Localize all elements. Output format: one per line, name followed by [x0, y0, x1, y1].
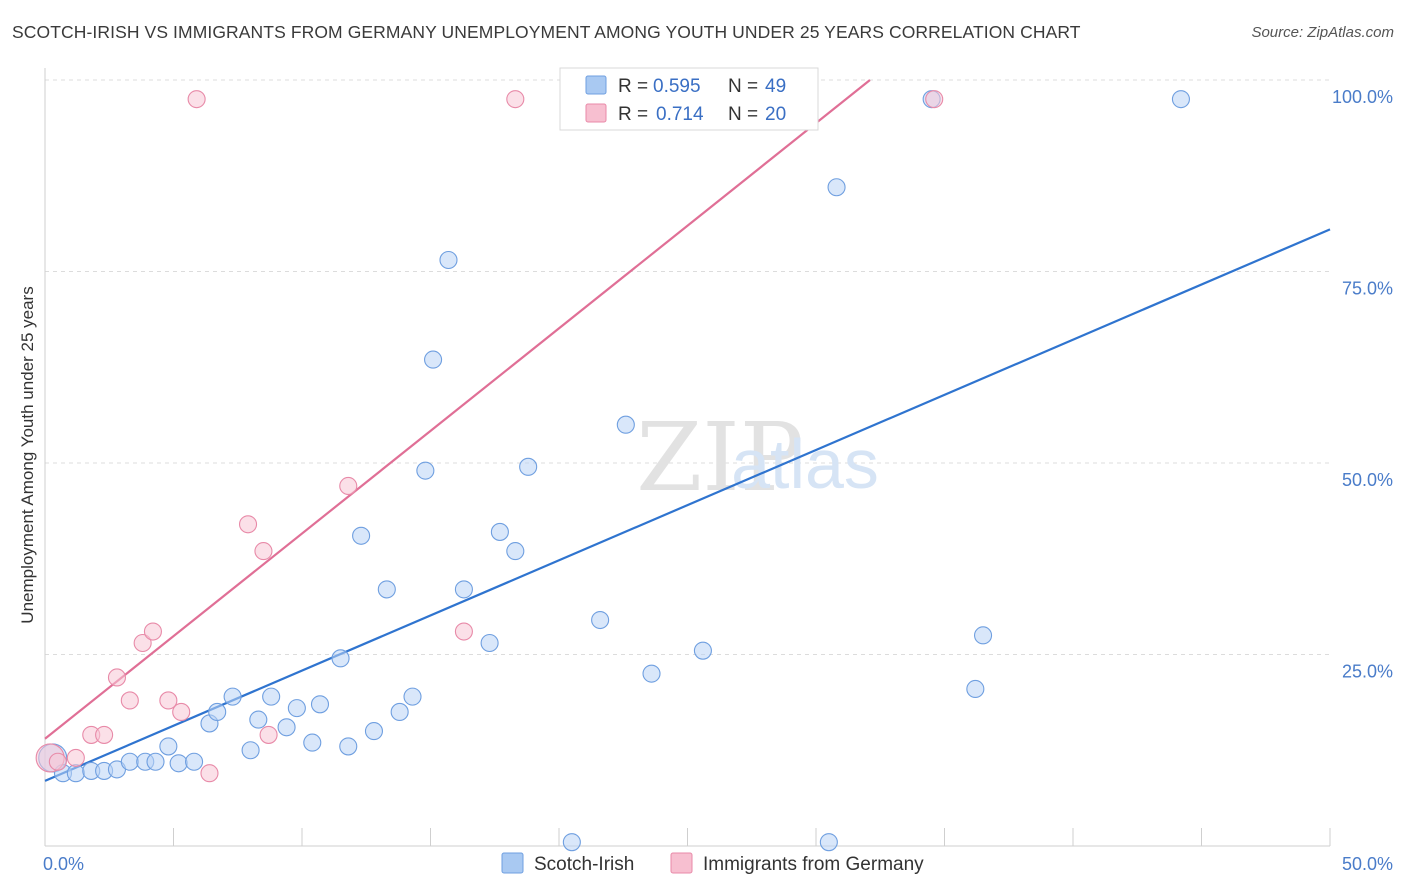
point-scotch-irish-43: [819, 833, 838, 852]
y-tick-labels: 25.0% 50.0% 75.0% 100.0%: [1332, 87, 1393, 682]
point-scotch-irish-42: [693, 641, 712, 660]
point-scotch-irish-2: [66, 764, 85, 783]
point-germany-16: [454, 622, 473, 641]
point-germany-15: [339, 476, 358, 496]
point-scotch-irish-34: [490, 522, 509, 541]
point-scotch-irish-9: [159, 737, 178, 756]
point-germany-17: [506, 90, 525, 109]
point-germany-1: [66, 748, 85, 767]
point-scotch-irish-37: [562, 833, 581, 852]
point-scotch-irish-46: [966, 679, 985, 699]
chart-title: SCOTCH-IRISH VS IMMIGRANTS FROM GERMANY …: [12, 22, 1081, 42]
point-germany-6: [133, 633, 152, 653]
source-credit: Source: ZipAtlas.com: [1251, 24, 1394, 41]
legend: R = 0.595 N = 49 R = 0.714 N = 20: [559, 67, 819, 131]
x-tick-label-0: 0.0%: [43, 854, 84, 874]
point-scotch-irish-16: [249, 710, 268, 729]
grid-lines: [45, 79, 1330, 655]
data-points: [35, 90, 1190, 852]
legend-n-label-1: N =: [728, 104, 758, 125]
point-scotch-irish-14: [223, 687, 242, 706]
point-germany-7: [143, 622, 162, 641]
point-germany-5: [120, 691, 139, 710]
axes: [44, 68, 1331, 847]
point-scotch-irish-44: [827, 178, 846, 197]
point-scotch-irish-18: [277, 718, 296, 737]
point-germany-10: [187, 90, 206, 109]
point-germany-3: [95, 725, 114, 744]
point-scotch-irish-47: [973, 626, 993, 645]
legend-n-value-1: 20: [765, 104, 786, 125]
point-scotch-irish-40: [616, 415, 635, 434]
legend-r-label-1: R =: [618, 104, 648, 125]
point-scotch-irish-25: [364, 722, 384, 741]
bottom-legend-swatch-scotch-irish: [501, 852, 524, 874]
point-scotch-irish-8: [146, 752, 165, 771]
point-scotch-irish-13: [208, 702, 227, 722]
point-scotch-irish-15: [241, 741, 260, 760]
point-germany-19: [48, 752, 67, 771]
point-scotch-irish-28: [403, 687, 422, 706]
bottom-legend-scotch-irish: Scotch-Irish: [534, 854, 634, 875]
y-tick-label-2: 75.0%: [1342, 279, 1393, 299]
legend-r-value-0: 0.595: [653, 76, 701, 97]
legend-n-value-0: 49: [765, 76, 786, 97]
point-scotch-irish-11: [185, 752, 204, 771]
legend-swatch-scotch-irish: [585, 75, 607, 95]
point-scotch-irish-20: [303, 733, 322, 752]
trend-lines: [44, 79, 1331, 782]
legend-r-label-0: R =: [618, 76, 648, 97]
point-scotch-irish-6: [120, 752, 139, 771]
point-germany-4: [107, 668, 127, 687]
trend-line-1: [44, 79, 871, 740]
point-germany-11: [200, 764, 219, 783]
trend-line-0: [44, 228, 1331, 782]
point-scotch-irish-19: [287, 699, 306, 718]
y-axis-label: Unemployment Among Youth under 25 years: [18, 286, 37, 623]
x-tick-label-1: 50.0%: [1342, 854, 1393, 874]
y-tick-label-0: 25.0%: [1342, 662, 1393, 682]
y-tick-label-3: 100.0%: [1332, 87, 1393, 107]
point-scotch-irish-39: [591, 610, 610, 630]
point-scotch-irish-33: [480, 633, 499, 653]
point-scotch-irish-29: [416, 461, 435, 480]
watermark-atlas: atlas: [731, 425, 879, 503]
point-scotch-irish-27: [390, 702, 409, 722]
point-scotch-irish-17: [262, 687, 281, 706]
point-scotch-irish-32: [454, 580, 473, 599]
point-scotch-irish-26: [377, 580, 396, 599]
point-germany-13: [254, 542, 273, 561]
point-scotch-irish-48: [1171, 90, 1190, 109]
bottom-legend: Scotch-Irish Immigrants from Germany: [501, 852, 924, 875]
point-scotch-irish-35: [506, 542, 525, 561]
watermark-zip: ZIP: [636, 403, 803, 513]
legend-swatch-germany: [585, 103, 607, 123]
point-scotch-irish-10: [169, 754, 188, 773]
x-tick-labels: 0.0% 50.0%: [43, 854, 1393, 874]
point-germany-12: [238, 515, 258, 534]
point-scotch-irish-24: [352, 526, 371, 545]
y-tick-label-1: 50.0%: [1342, 470, 1393, 490]
point-germany-18: [925, 90, 944, 109]
point-germany-8: [159, 691, 178, 710]
point-germany-14: [259, 725, 278, 744]
point-scotch-irish-21: [310, 695, 330, 714]
point-scotch-irish-36: [519, 457, 538, 476]
legend-n-label-0: N =: [728, 76, 758, 97]
point-scotch-irish-22: [331, 649, 350, 668]
point-scotch-irish-41: [642, 664, 661, 683]
legend-r-value-1: 0.714: [656, 104, 704, 125]
bottom-legend-swatch-germany: [670, 852, 693, 874]
point-scotch-irish-30: [424, 350, 443, 369]
bottom-legend-germany: Immigrants from Germany: [703, 854, 924, 875]
point-germany-9: [172, 702, 191, 722]
point-scotch-irish-31: [439, 250, 458, 270]
point-scotch-irish-23: [339, 737, 358, 756]
